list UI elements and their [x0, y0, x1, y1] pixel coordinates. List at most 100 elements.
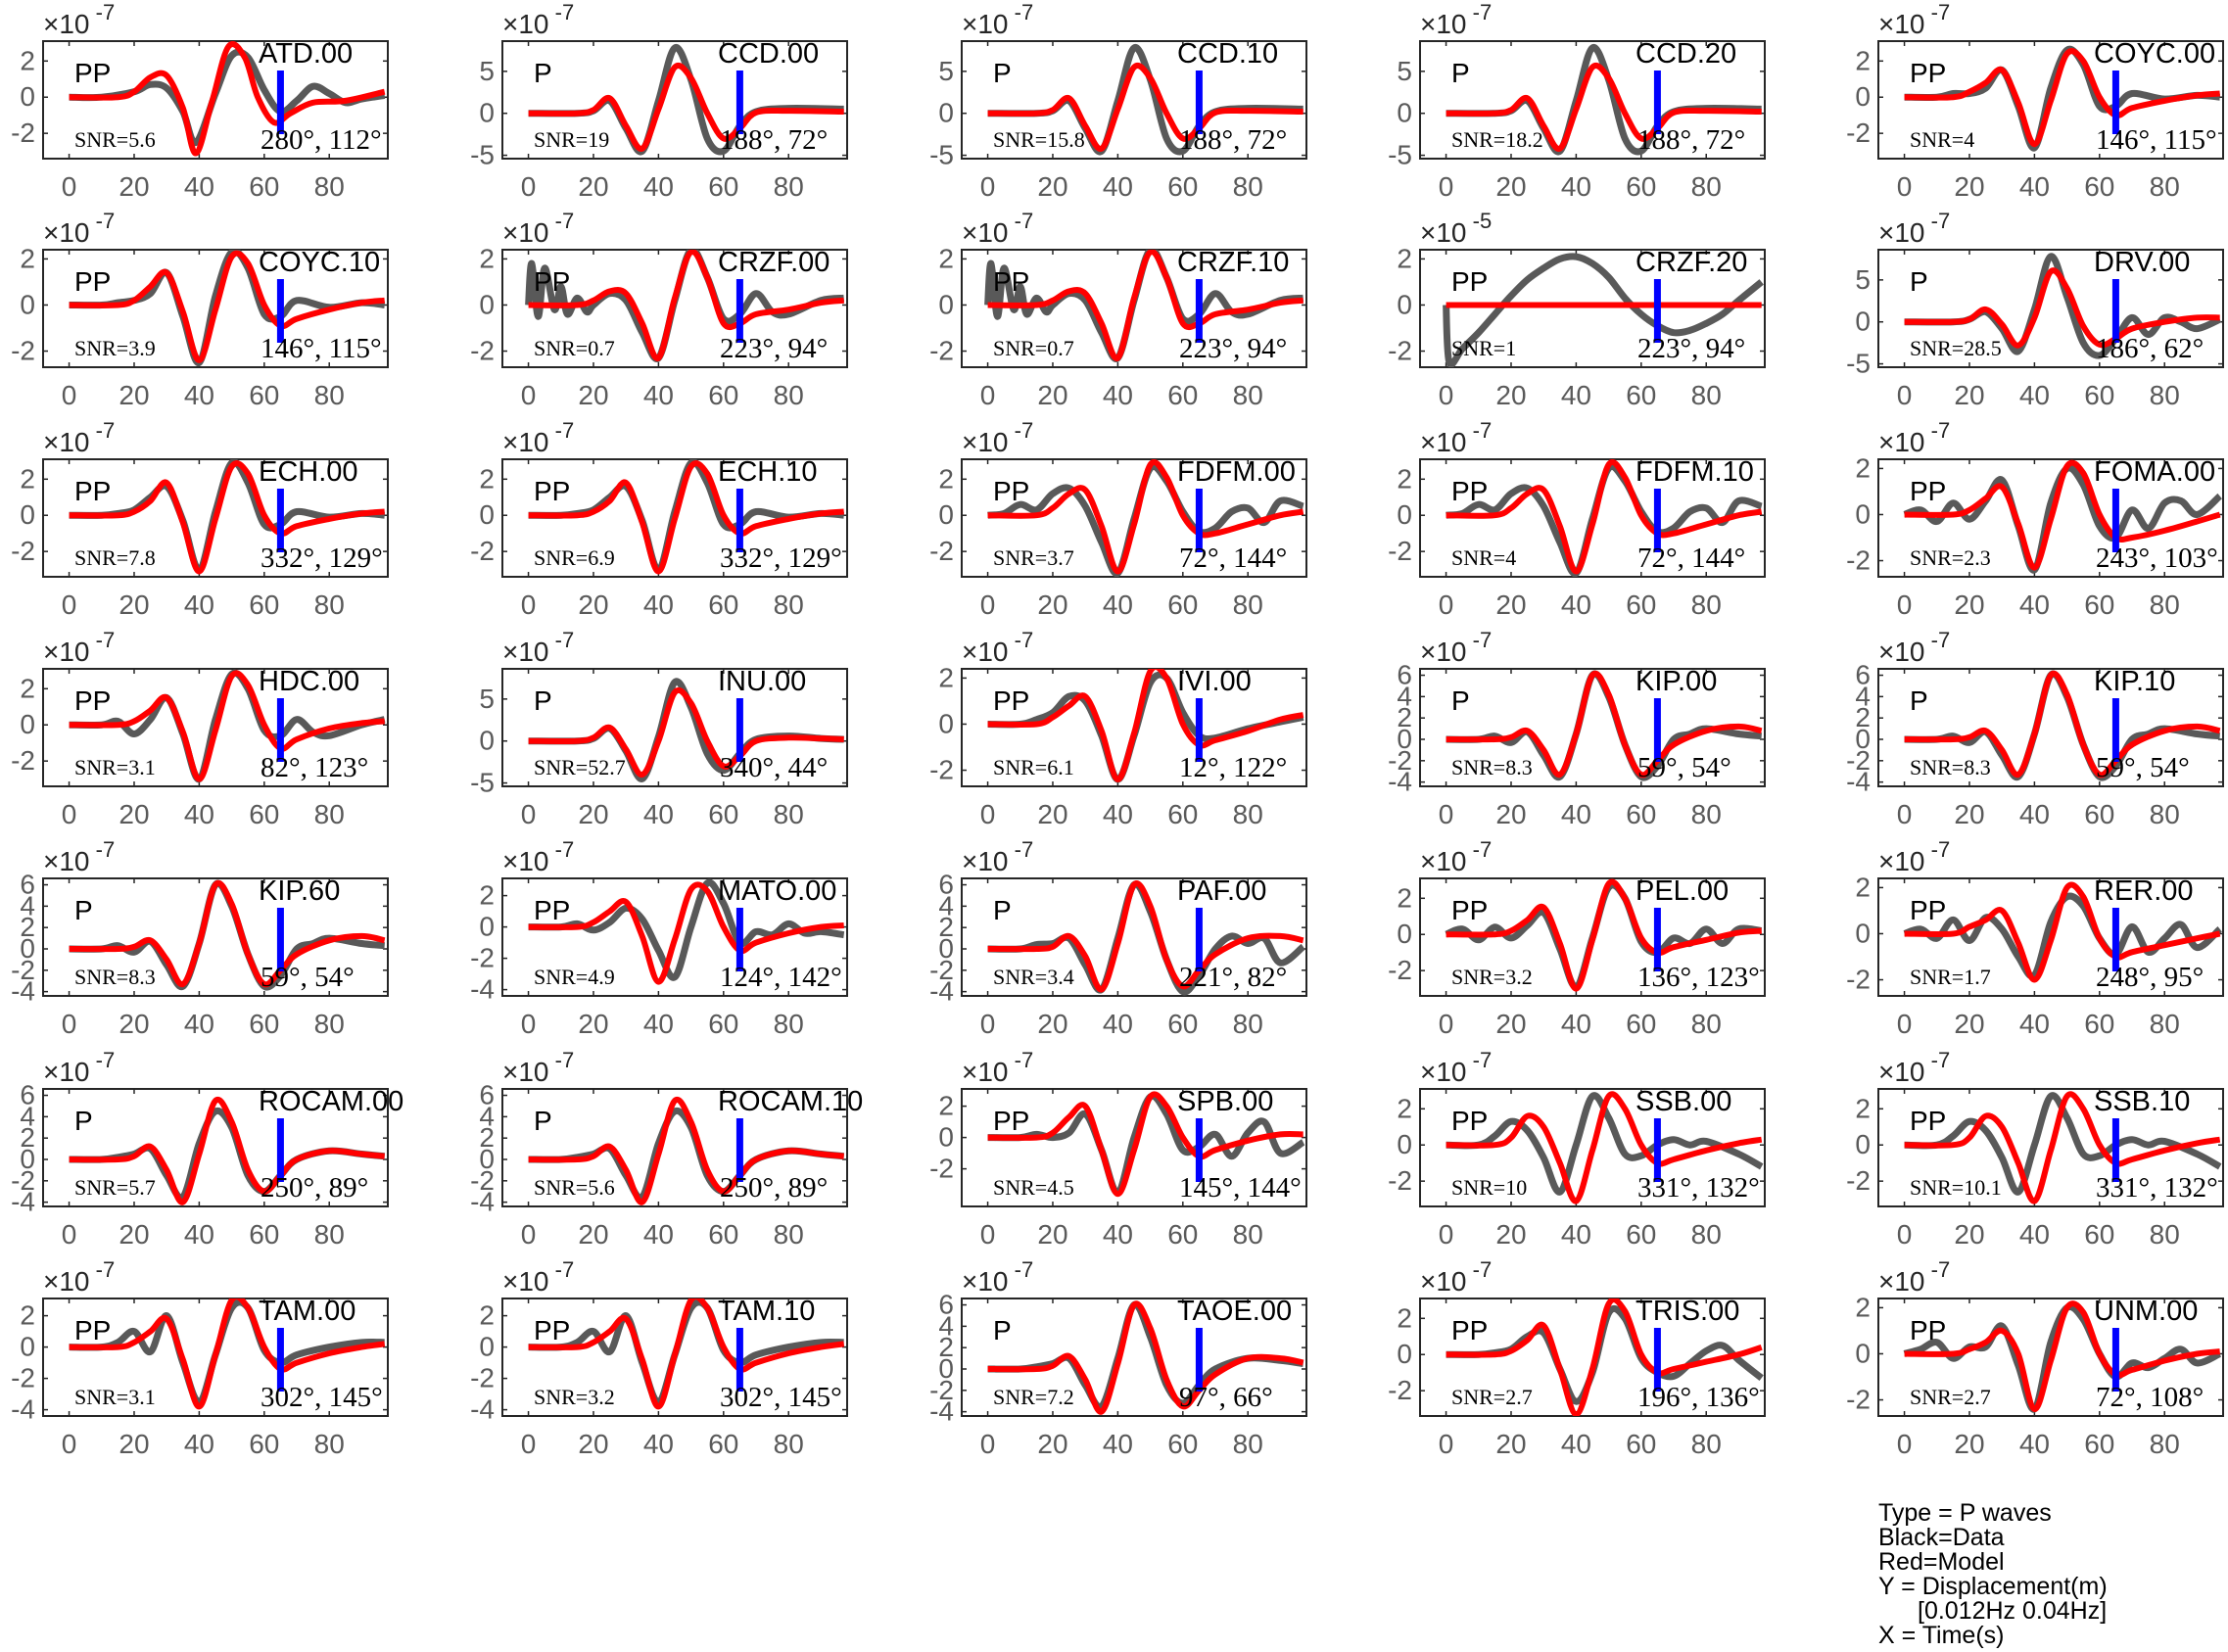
x-tick-label: 60 — [1167, 380, 1198, 410]
y-exponent-value: -7 — [90, 628, 116, 652]
x-tick-label: 60 — [2084, 1009, 2114, 1039]
y-tick-label: -2 — [1388, 1375, 1412, 1405]
y-tick-label: 5 — [1397, 56, 1412, 86]
y-exponent-label: ×10 -7 — [43, 1257, 115, 1297]
x-tick-label: 0 — [1439, 590, 1454, 620]
y-tick-label: -2 — [11, 1363, 35, 1393]
azimuth-label: 136°, 123° — [1637, 962, 1760, 993]
y-exponent-value: -7 — [1009, 0, 1034, 24]
y-tick-label: -2 — [470, 536, 495, 566]
x-tick-label: 60 — [2084, 171, 2114, 202]
x-tick-label: 20 — [578, 1429, 608, 1459]
x-tick-label: 60 — [708, 1009, 738, 1039]
azimuth-label: 59°, 54° — [1637, 752, 1731, 783]
x-tick-label: 20 — [1954, 590, 1984, 620]
y-tick-label: -4 — [470, 1187, 495, 1217]
station-label: TAOE.00 — [1177, 1296, 1292, 1327]
model-trace — [987, 880, 1304, 993]
y-exponent-label: ×10 -7 — [43, 1048, 115, 1087]
x-tick-label: 60 — [1626, 380, 1656, 410]
azimuth-label: 250°, 89° — [720, 1172, 828, 1204]
y-tick-label: -2 — [470, 943, 495, 973]
x-tick-label: 20 — [119, 799, 149, 829]
y-tick-label: -2 — [11, 955, 35, 985]
snr-label: SNR=3.4 — [993, 965, 1074, 989]
y-tick-label: -2 — [470, 1363, 495, 1393]
phase-label: PP — [534, 895, 570, 925]
x-tick-label: 40 — [1103, 171, 1133, 202]
model-trace — [1904, 1300, 2221, 1412]
y-tick-label: -5 — [929, 140, 954, 170]
y-tick-label: 2 — [938, 243, 954, 273]
x-tick-label: 0 — [1897, 171, 1913, 202]
x-tick-label: 60 — [249, 171, 279, 202]
station-label: CRZF.20 — [1635, 247, 1747, 278]
phase-label: PP — [993, 266, 1029, 297]
phase-label: P — [1910, 266, 1928, 297]
legend-black: Black=Data — [1878, 1524, 2005, 1551]
x-tick-label: 80 — [314, 1219, 345, 1250]
phase-label: P — [74, 895, 93, 925]
x-tick-label: 60 — [1167, 1429, 1198, 1459]
model-trace — [987, 63, 1304, 152]
y-tick-label: -2 — [1388, 1165, 1412, 1196]
station-label: ATD.00 — [259, 38, 353, 70]
azimuth-label: 146°, 115° — [2096, 124, 2217, 156]
x-tick-label: 0 — [62, 171, 77, 202]
phase-label: PP — [1451, 1315, 1488, 1345]
x-tick-label: 0 — [980, 380, 996, 410]
x-tick-label: 60 — [708, 171, 738, 202]
y-tick-label: 2 — [1397, 882, 1412, 913]
y-exponent-value: -7 — [1467, 628, 1493, 652]
x-tick-label: 20 — [119, 380, 149, 410]
y-tick-label: 4 — [938, 890, 954, 920]
x-tick-label: 60 — [1626, 1429, 1656, 1459]
x-tick-label: 80 — [774, 799, 804, 829]
x-tick-label: 20 — [119, 171, 149, 202]
y-tick-label: 6 — [479, 1080, 495, 1110]
x-tick-label: 80 — [774, 1219, 804, 1250]
azimuth-label: 72°, 144° — [1179, 543, 1287, 574]
y-tick-label: -4 — [929, 1396, 954, 1427]
x-tick-label: 60 — [2084, 799, 2114, 829]
y-exponent-value: -7 — [1925, 837, 1951, 862]
panel-pel-00: 0 20 40 60 80 -2 0 2 ×10 -7 PP PEL.00 SNR=3.2 136°, … — [1388, 837, 1766, 1039]
y-tick-label: -2 — [1846, 1385, 1871, 1415]
legend-type: Type = P waves — [1878, 1499, 2052, 1527]
x-tick-label: 80 — [1691, 799, 1722, 829]
y-exponent-value: -7 — [1009, 1257, 1034, 1282]
x-tick-label: 80 — [774, 590, 804, 620]
station-label: COYC.00 — [2094, 38, 2215, 70]
x-tick-label: 60 — [1626, 590, 1656, 620]
y-tick-label: -2 — [1388, 536, 1412, 566]
y-exponent-value: -7 — [1467, 418, 1493, 443]
y-tick-label: 0 — [938, 98, 954, 128]
x-tick-label: 60 — [249, 1009, 279, 1039]
panel-ccd-10: 0 20 40 60 80 -5 0 5 ×10 -7 P CCD.10 SNR=15.8 188°, … — [929, 0, 1307, 202]
panel-coyc-10: 0 20 40 60 80 -2 0 2 ×10 -7 PP COYC.10 SNR=3.9 146°,… — [11, 209, 389, 410]
y-exponent-label: ×10 -7 — [962, 1048, 1033, 1087]
x-tick-label: 80 — [1691, 171, 1722, 202]
x-tick-label: 40 — [1561, 380, 1591, 410]
y-exponent-label: ×10 -7 — [962, 837, 1033, 876]
y-exponent-label: ×10 -7 — [1420, 1048, 1492, 1087]
x-tick-label: 0 — [521, 171, 537, 202]
x-tick-label: 0 — [980, 1219, 996, 1250]
snr-label: SNR=0.7 — [993, 336, 1074, 360]
azimuth-label: 188°, 72° — [1179, 124, 1287, 156]
station-label: KIP.10 — [2094, 666, 2175, 697]
snr-label: SNR=15.8 — [993, 127, 1085, 152]
station-label: TAM.10 — [718, 1296, 815, 1327]
x-tick-label: 40 — [1561, 1219, 1591, 1250]
y-exponent-value: -7 — [90, 209, 116, 233]
y-exponent-value: -5 — [1467, 209, 1493, 233]
axes-box — [1419, 40, 1766, 160]
x-tick-label: 40 — [184, 1219, 214, 1250]
y-tick-label: 2 — [1855, 452, 1871, 483]
x-tick-label: 60 — [2084, 1219, 2114, 1250]
y-tick-label: -4 — [1388, 767, 1412, 797]
y-exponent-value: -7 — [549, 209, 575, 233]
panel-ech-10: 0 20 40 60 80 -2 0 2×10 -7 PP ECH.10 SNR=6.9 332°, … — [470, 418, 848, 620]
snr-label: SNR=6.9 — [534, 545, 615, 570]
